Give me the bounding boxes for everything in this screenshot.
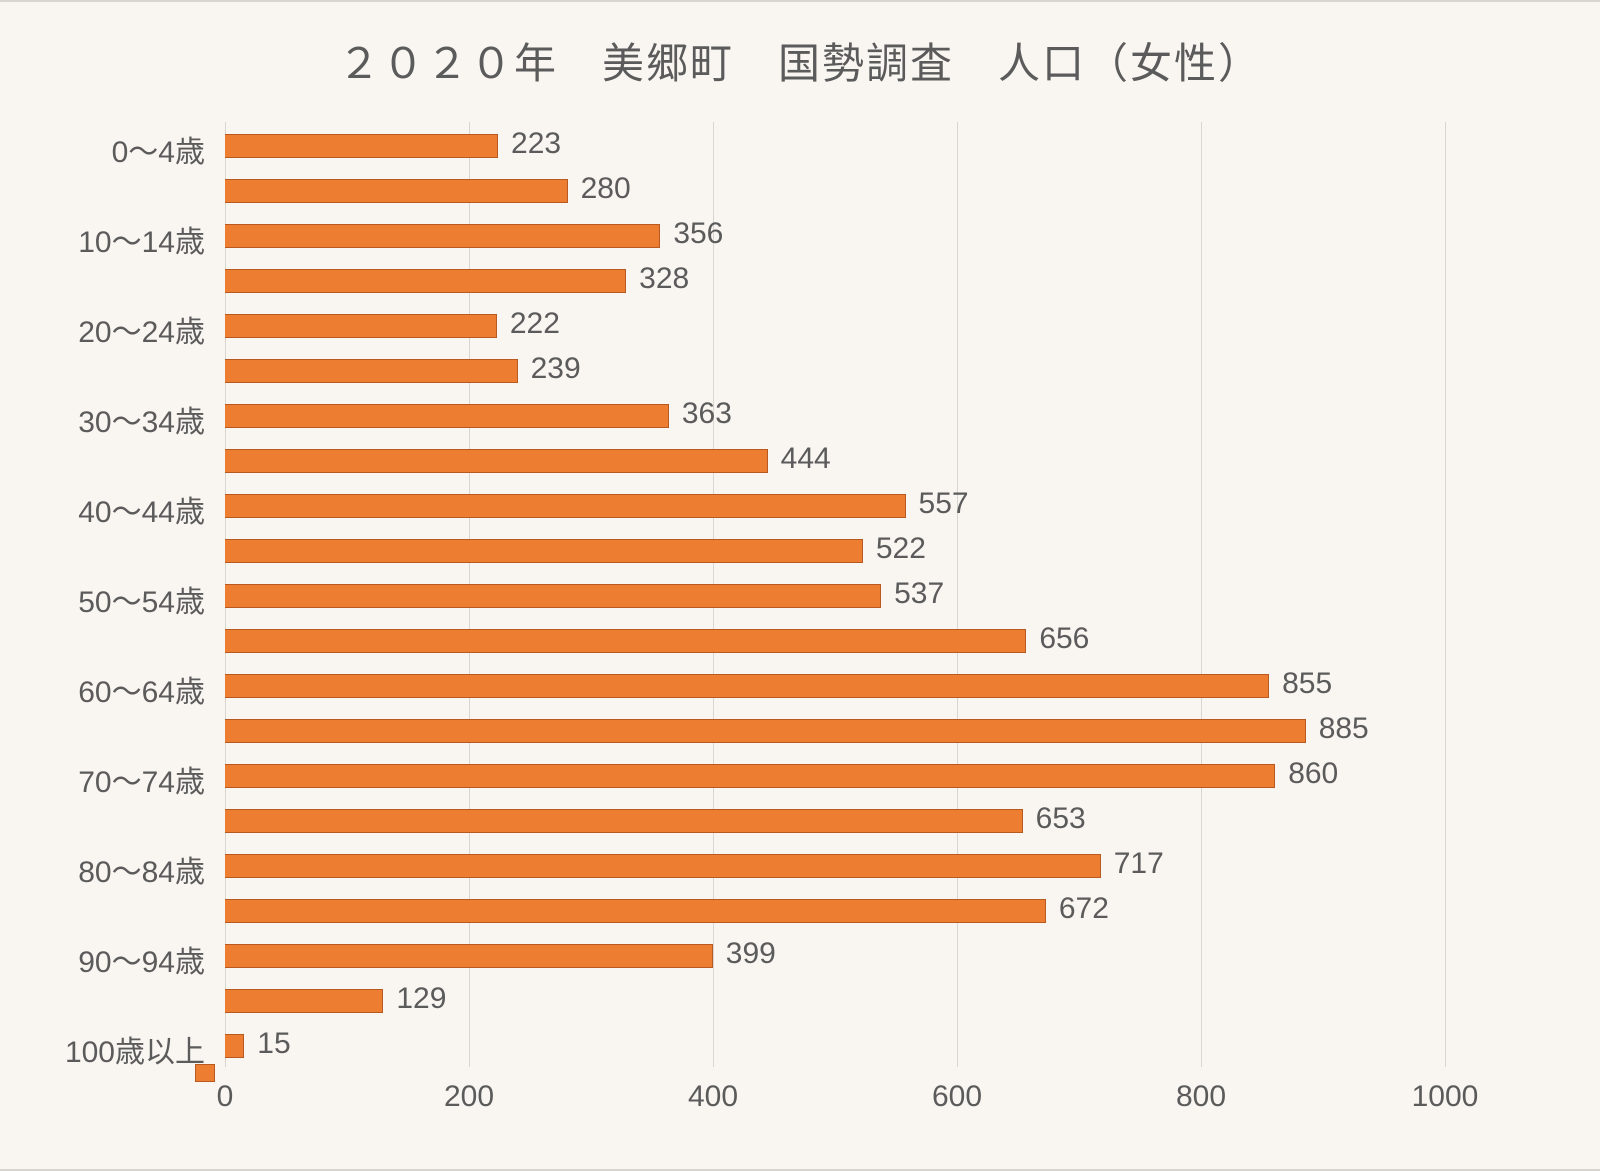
x-tick-label: 600	[917, 1080, 997, 1114]
gridline	[1445, 122, 1446, 1067]
bar-value-label: 223	[511, 127, 561, 161]
bar-value-label: 363	[682, 397, 732, 431]
bar-value-label: 280	[581, 172, 631, 206]
bar	[225, 359, 518, 383]
bar-value-label: 537	[894, 577, 944, 611]
bar	[225, 854, 1101, 878]
bar	[225, 179, 568, 203]
bar	[225, 314, 497, 338]
bar-value-label: 15	[257, 1027, 290, 1061]
bar-value-label: 356	[673, 217, 723, 251]
plot-area: 0200400600800100022328035632822223936344…	[225, 122, 1445, 1067]
y-category-label: 50～54歳	[0, 577, 205, 621]
y-category-label: 100歳以上	[0, 1027, 205, 1071]
bar	[225, 944, 713, 968]
x-tick-label: 800	[1161, 1080, 1241, 1114]
y-category-label: 30～34歳	[0, 397, 205, 441]
bar-value-label: 855	[1282, 667, 1332, 701]
bar	[225, 269, 626, 293]
bar	[225, 719, 1306, 743]
bar-value-label: 672	[1059, 892, 1109, 926]
bar	[225, 404, 669, 428]
bar	[225, 809, 1023, 833]
bar	[225, 899, 1046, 923]
y-category-label: 40～44歳	[0, 487, 205, 531]
bar-value-label: 522	[876, 532, 926, 566]
chart-title: ２０２０年 美郷町 国勢調査 人口（女性）	[0, 30, 1600, 91]
bar-value-label: 399	[726, 937, 776, 971]
bar-value-label: 328	[639, 262, 689, 296]
bar-value-label: 129	[396, 982, 446, 1016]
legend-marker	[195, 1064, 215, 1082]
bar	[225, 764, 1275, 788]
x-tick-label: 0	[185, 1080, 265, 1114]
y-category-label: 0～4歳	[0, 127, 205, 171]
bar	[225, 494, 906, 518]
bar-value-label: 860	[1288, 757, 1338, 791]
y-category-label: 70～74歳	[0, 757, 205, 801]
bar-value-label: 885	[1319, 712, 1369, 746]
x-tick-label: 400	[673, 1080, 753, 1114]
bar-value-label: 653	[1036, 802, 1086, 836]
bar-value-label: 717	[1114, 847, 1164, 881]
bar	[225, 539, 863, 563]
x-tick-label: 200	[429, 1080, 509, 1114]
chart-frame: ２０２０年 美郷町 国勢調査 人口（女性） 0 200 400 600 800 1000 2…	[0, 0, 1600, 1171]
y-category-label: 60～64歳	[0, 667, 205, 711]
bar	[225, 989, 383, 1013]
bar	[225, 674, 1269, 698]
gridline	[957, 122, 958, 1067]
bar-value-label: 239	[531, 352, 581, 386]
y-category-label: 20～24歳	[0, 307, 205, 351]
bar-value-label: 557	[919, 487, 969, 521]
y-category-label: 90～94歳	[0, 937, 205, 981]
bar	[225, 134, 498, 158]
bar-value-label: 222	[510, 307, 560, 341]
gridline	[1201, 122, 1202, 1067]
bar	[225, 449, 768, 473]
bar	[225, 629, 1026, 653]
bar-value-label: 656	[1039, 622, 1089, 656]
bar	[225, 584, 881, 608]
x-tick-label: 1000	[1405, 1080, 1485, 1114]
bar	[225, 224, 660, 248]
y-category-label: 10～14歳	[0, 217, 205, 261]
bar-value-label: 444	[781, 442, 831, 476]
y-category-label: 80～84歳	[0, 847, 205, 891]
bar	[225, 1034, 244, 1058]
